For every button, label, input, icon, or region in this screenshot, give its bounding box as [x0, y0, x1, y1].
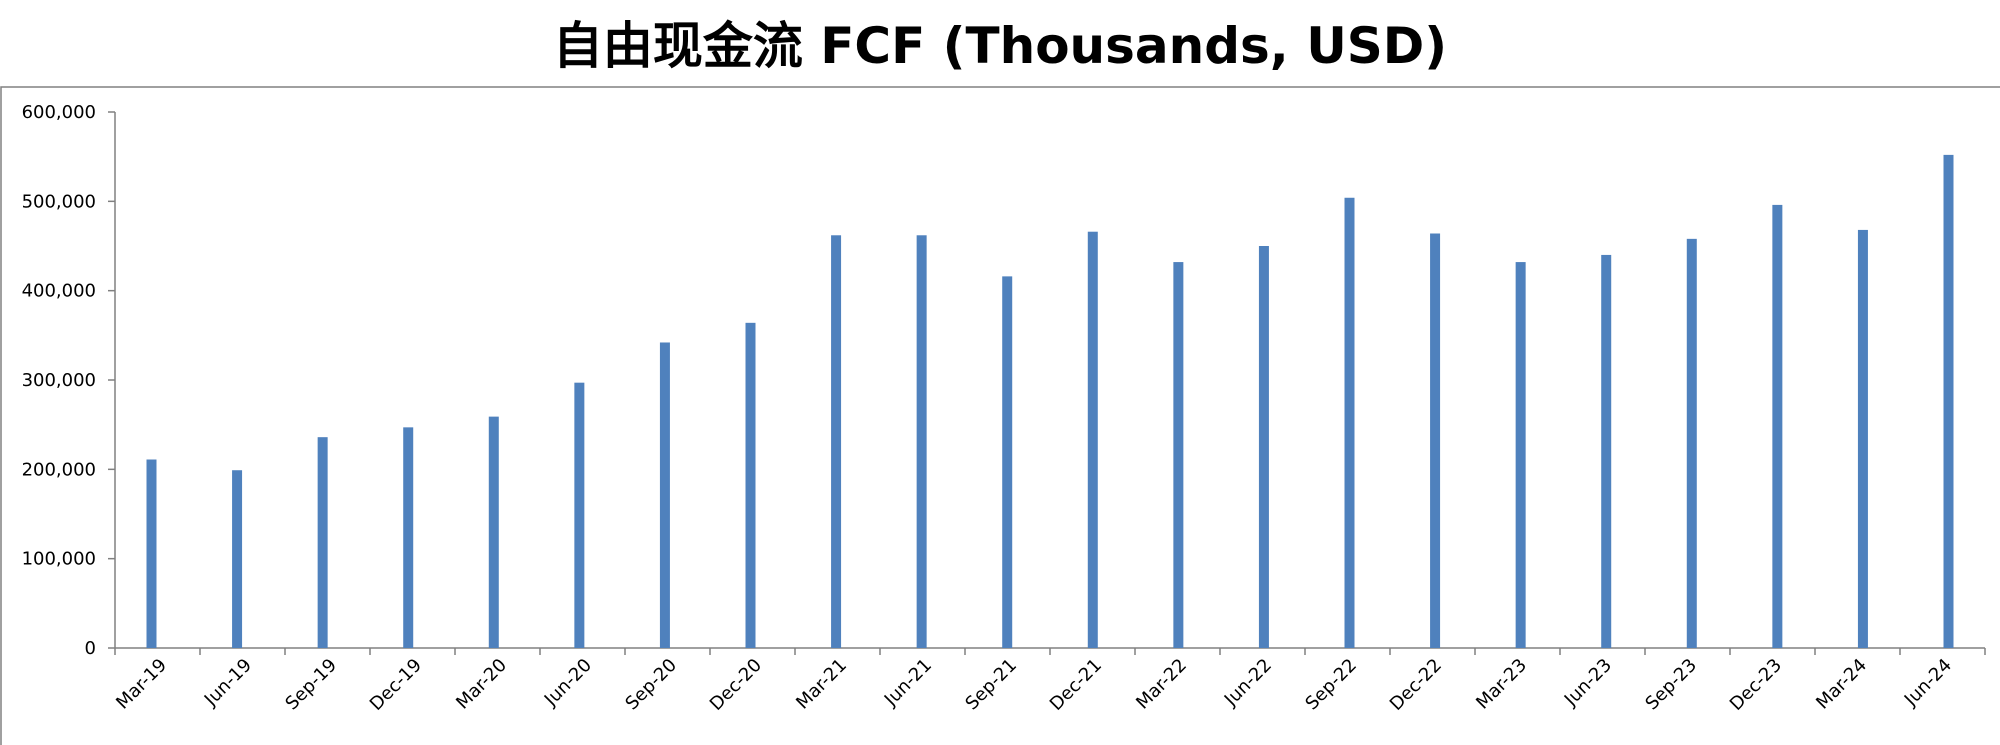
bar-mar-20 — [488, 416, 499, 648]
bar-mar-22 — [1173, 262, 1184, 648]
chart-title: 自由现金流 FCF (Thousands, USD) — [552, 17, 1448, 75]
y-tick-label: 200,000 — [22, 459, 96, 480]
x-tick-label: Jun-21 — [880, 655, 936, 711]
bars — [146, 154, 1954, 649]
x-tick-label: Mar-23 — [1472, 655, 1531, 714]
x-tick-label: Mar-22 — [1132, 655, 1191, 714]
x-tick-label: Jun-22 — [1220, 655, 1276, 711]
bar-sep-23 — [1686, 238, 1697, 648]
bar-mar-24 — [1857, 229, 1868, 649]
x-tick-label: Dec-20 — [706, 655, 766, 715]
bar-jun-20 — [574, 382, 585, 648]
y-tick-label: 100,000 — [22, 549, 96, 570]
x-tick-label: Jun-23 — [1560, 655, 1616, 711]
bar-dec-22 — [1430, 233, 1441, 648]
bar-sep-20 — [659, 342, 670, 648]
x-tick-label: Dec-23 — [1726, 655, 1786, 715]
y-tick-label: 400,000 — [22, 281, 96, 302]
x-tick-label: Sep-22 — [1301, 655, 1361, 715]
bar-jun-22 — [1258, 246, 1269, 648]
x-tick-label: Jun-20 — [540, 655, 596, 711]
y-tick-label: 500,000 — [22, 191, 96, 212]
bar-dec-20 — [745, 322, 756, 648]
bar-dec-23 — [1772, 204, 1783, 648]
bar-mar-19 — [146, 459, 157, 648]
bar-dec-21 — [1087, 231, 1098, 648]
x-tick-label: Mar-20 — [452, 655, 511, 714]
chart-frame — [0, 86, 2000, 745]
x-tick-label: Dec-22 — [1386, 655, 1446, 715]
x-tick-label: Jun-24 — [1900, 655, 1956, 711]
y-axis: 0 100,000 200,000 300,000 400,000 500,000 600,… — [22, 102, 116, 659]
x-tick-label: Sep-23 — [1641, 655, 1701, 715]
x-tick-label: Mar-24 — [1812, 655, 1871, 714]
y-tick-label: 600,000 — [22, 102, 96, 123]
y-tick-label: 300,000 — [22, 370, 96, 391]
y-tick-label: 0 — [85, 638, 96, 659]
bar-dec-19 — [403, 427, 414, 648]
bar-jun-21 — [916, 235, 927, 648]
x-tick-label: Sep-20 — [621, 655, 681, 715]
x-tick-label: Mar-21 — [792, 655, 851, 714]
x-tick-label: Dec-19 — [366, 655, 426, 715]
bar-mar-23 — [1515, 262, 1526, 648]
x-tick-label: Dec-21 — [1046, 655, 1106, 715]
bar-jun-19 — [232, 470, 243, 648]
bar-mar-21 — [831, 235, 842, 648]
bar-jun-24 — [1943, 154, 1954, 648]
x-axis: Mar-19 Jun-19 Sep-19 Dec-19 Mar-20 Jun-20 Sep-… — [112, 647, 1986, 715]
bar-jun-23 — [1601, 254, 1612, 648]
bar-sep-22 — [1344, 197, 1355, 648]
bar-sep-19 — [317, 437, 328, 648]
x-tick-label: Jun-19 — [200, 655, 256, 711]
x-tick-label: Mar-19 — [112, 655, 171, 714]
x-tick-label: Sep-19 — [281, 655, 341, 715]
x-tick-label: Sep-21 — [961, 655, 1021, 715]
bar-sep-21 — [1002, 276, 1013, 648]
